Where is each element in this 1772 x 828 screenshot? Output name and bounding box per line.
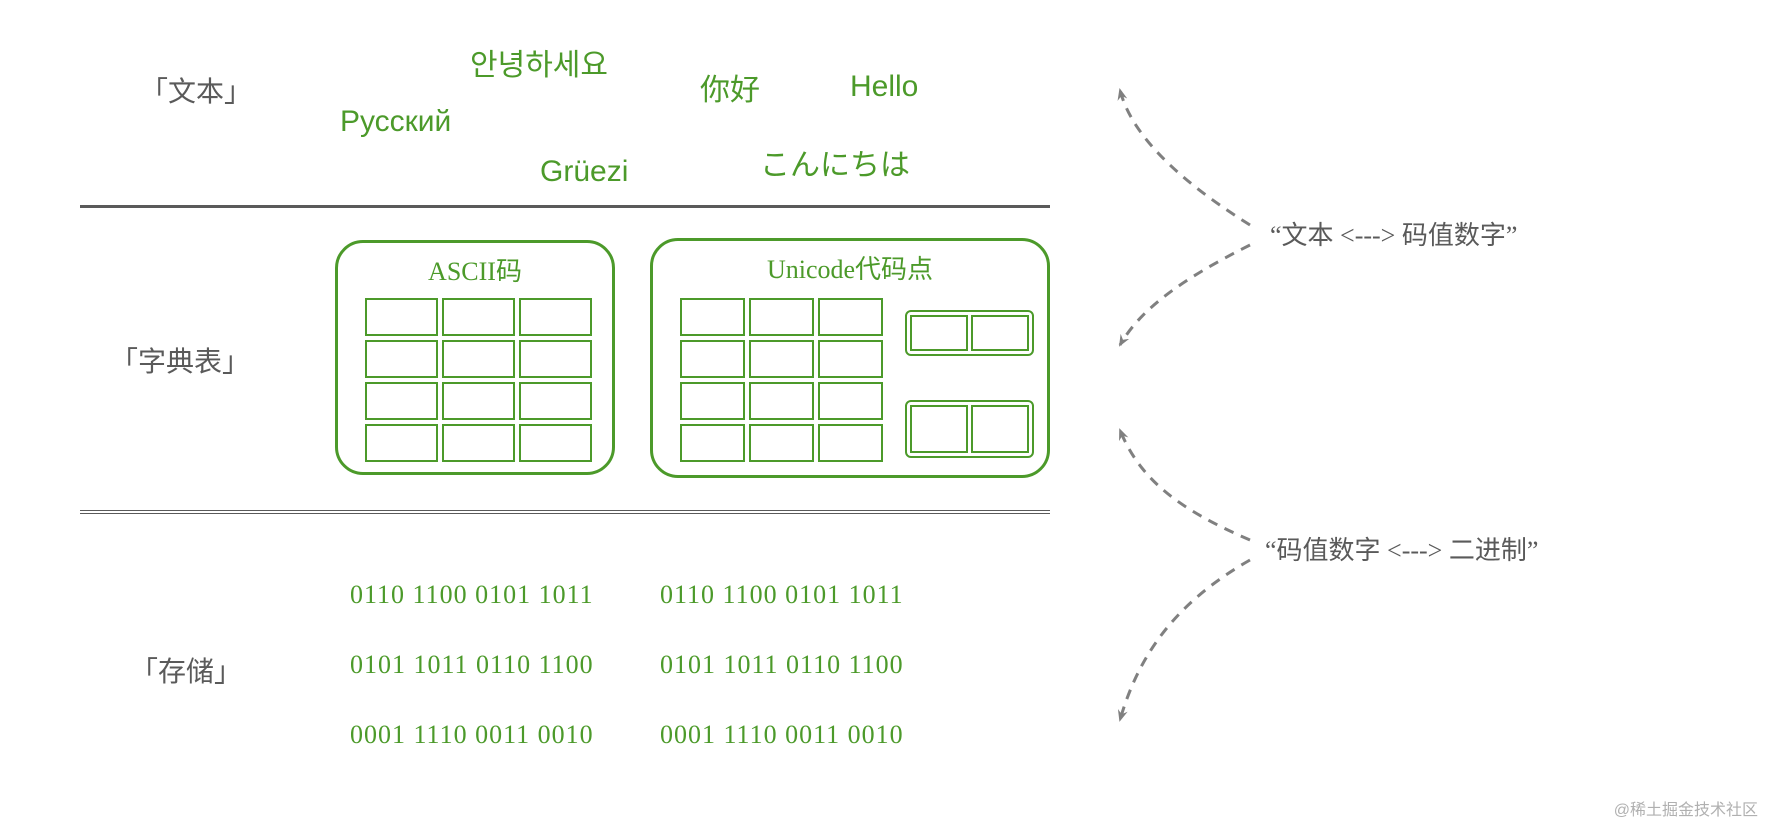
ascii-grid <box>365 298 592 462</box>
binary-right-0: 0110 1100 0101 1011 <box>660 580 904 610</box>
ascii-title: ASCII码 <box>338 251 612 288</box>
ascii-cell <box>519 298 592 336</box>
unicode-cell <box>680 298 745 336</box>
arrow-bot-upper <box>1120 430 1250 540</box>
greeting-japanese: こんにちは <box>760 140 910 184</box>
binary-left-0: 0110 1100 0101 1011 <box>350 580 594 610</box>
ascii-cell <box>442 298 515 336</box>
annotation-top: “文本 <---> 码值数字” <box>1270 215 1517 252</box>
unicode-cell <box>971 405 1029 453</box>
divider-1 <box>80 205 1050 208</box>
unicode-cell <box>971 315 1029 351</box>
binary-left-1: 0101 1011 0110 1100 <box>350 650 594 680</box>
unicode-cell <box>818 340 883 378</box>
ascii-cell <box>365 382 438 420</box>
unicode-grid-side2 <box>905 400 1034 458</box>
greeting-korean: 안녕하세요 <box>470 40 608 84</box>
arrow-top-upper <box>1120 90 1250 225</box>
unicode-title: Unicode代码点 <box>653 249 1047 286</box>
ascii-cell <box>519 382 592 420</box>
unicode-cell <box>749 424 814 462</box>
greeting-english: Hello <box>850 70 918 104</box>
diagram-canvas: 「文本」 「字典表」 「存储」 안녕하세요 你好 Hello Русский G… <box>0 0 1772 828</box>
divider-2 <box>80 510 1050 514</box>
ascii-cell <box>442 340 515 378</box>
ascii-cell <box>365 298 438 336</box>
unicode-grid-main <box>680 298 883 462</box>
unicode-cell <box>680 424 745 462</box>
ascii-cell <box>442 424 515 462</box>
unicode-grid-side1 <box>905 310 1034 356</box>
unicode-cell <box>818 298 883 336</box>
ascii-cell <box>519 424 592 462</box>
binary-right-1: 0101 1011 0110 1100 <box>660 650 904 680</box>
ascii-cell <box>442 382 515 420</box>
row-label-store: 「存储」 <box>130 650 242 690</box>
greeting-swiss: Grüezi <box>540 155 628 189</box>
binary-left-2: 0001 1110 0011 0010 <box>350 720 594 750</box>
unicode-cell <box>749 298 814 336</box>
row-label-text: 「文本」 <box>140 70 252 110</box>
annotation-bottom: “码值数字 <---> 二进制” <box>1265 530 1538 567</box>
unicode-cell <box>680 382 745 420</box>
unicode-cell <box>910 315 968 351</box>
unicode-cell <box>818 382 883 420</box>
watermark: @稀土掘金技术社区 <box>1614 796 1758 820</box>
ascii-cell <box>519 340 592 378</box>
row-label-dict: 「字典表」 <box>110 340 250 380</box>
unicode-cell <box>680 340 745 378</box>
ascii-cell <box>365 340 438 378</box>
greeting-russian: Русский <box>340 105 451 139</box>
unicode-cell <box>749 340 814 378</box>
binary-right-2: 0001 1110 0011 0010 <box>660 720 904 750</box>
arrow-bot-lower <box>1120 560 1250 720</box>
arrow-top-lower <box>1120 245 1250 345</box>
unicode-cell <box>749 382 814 420</box>
unicode-cell <box>910 405 968 453</box>
unicode-cell <box>818 424 883 462</box>
ascii-cell <box>365 424 438 462</box>
greeting-chinese: 你好 <box>700 65 760 109</box>
